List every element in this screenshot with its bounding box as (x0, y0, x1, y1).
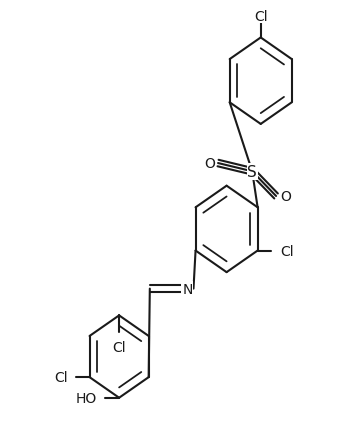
Text: N: N (182, 282, 193, 296)
Text: O: O (280, 190, 291, 203)
Text: Cl: Cl (112, 340, 126, 354)
Text: Cl: Cl (54, 370, 67, 384)
Text: Cl: Cl (280, 244, 293, 258)
Text: O: O (204, 157, 215, 171)
Text: Cl: Cl (254, 9, 268, 24)
Text: HO: HO (76, 391, 97, 405)
Text: S: S (247, 164, 257, 179)
